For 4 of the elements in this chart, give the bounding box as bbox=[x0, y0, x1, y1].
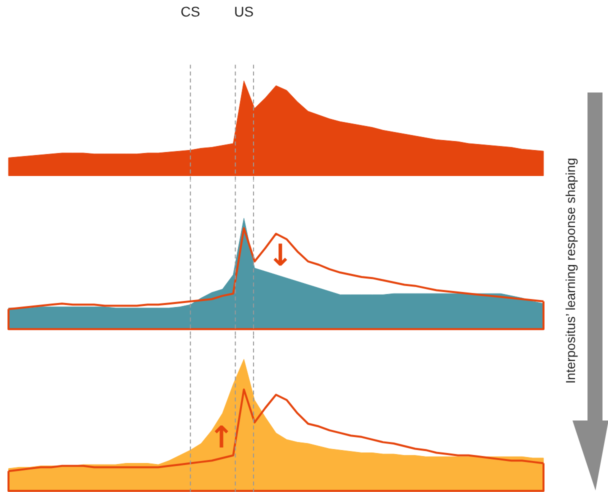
annotation: ↓ bbox=[268, 238, 293, 274]
annotation: ↑ bbox=[208, 420, 234, 456]
x-tick-label: US bbox=[234, 4, 254, 20]
x-tick-label: CS bbox=[180, 4, 200, 20]
